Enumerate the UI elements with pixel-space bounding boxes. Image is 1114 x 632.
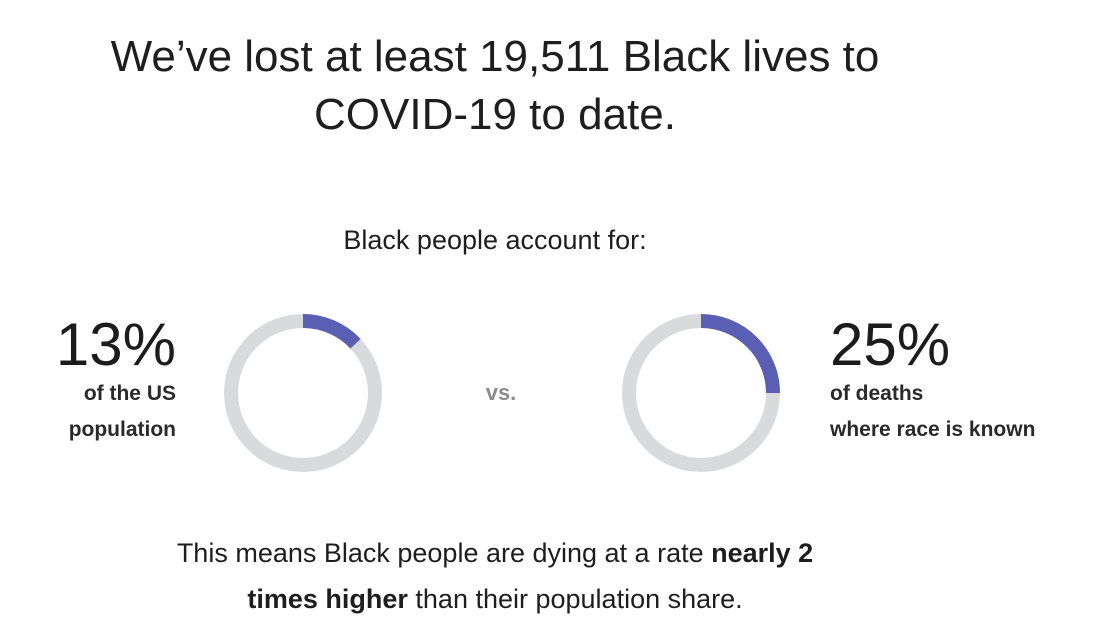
population-percent: 13% bbox=[55, 311, 176, 378]
population-description-line-2: population bbox=[68, 418, 176, 441]
conclusion-line-1: This means Black people are dying at a r… bbox=[70, 530, 920, 576]
population-donut-chart bbox=[224, 314, 382, 472]
conclusion-bold-1: nearly 2 bbox=[711, 538, 814, 568]
population-donut-slice bbox=[224, 314, 382, 472]
population-description-line-1: of the US bbox=[83, 382, 176, 405]
conclusion-part-2: than their population share. bbox=[407, 584, 743, 614]
vs-label: vs. bbox=[485, 380, 517, 405]
conclusion-part-1: This means Black people are dying at a r… bbox=[176, 538, 712, 568]
headline-line-1: We’ve lost at least 19,511 Black lives t… bbox=[110, 32, 880, 81]
intro-text: Black people account for: bbox=[343, 225, 647, 255]
conclusion-bold-2: times higher bbox=[247, 584, 408, 614]
population-description: of the US population bbox=[30, 376, 176, 448]
headline-line-2: COVID-19 to date. bbox=[314, 90, 676, 139]
deaths-description-line-1: of deaths bbox=[830, 382, 924, 405]
headline: We’ve lost at least 19,511 Black lives t… bbox=[0, 28, 990, 144]
deaths-donut-chart bbox=[622, 314, 780, 472]
deaths-stat: 25% of deaths where race is known bbox=[830, 314, 1100, 448]
population-stat: 13% of the US population bbox=[30, 314, 176, 448]
deaths-donut-slice bbox=[622, 314, 780, 472]
deaths-percent: 25% bbox=[830, 311, 951, 378]
conclusion-text: This means Black people are dying at a r… bbox=[70, 530, 920, 622]
conclusion-line-2: times higher than their population share… bbox=[70, 576, 920, 622]
deaths-description: of deaths where race is known bbox=[830, 376, 1100, 448]
deaths-description-line-2: where race is known bbox=[830, 418, 1036, 441]
